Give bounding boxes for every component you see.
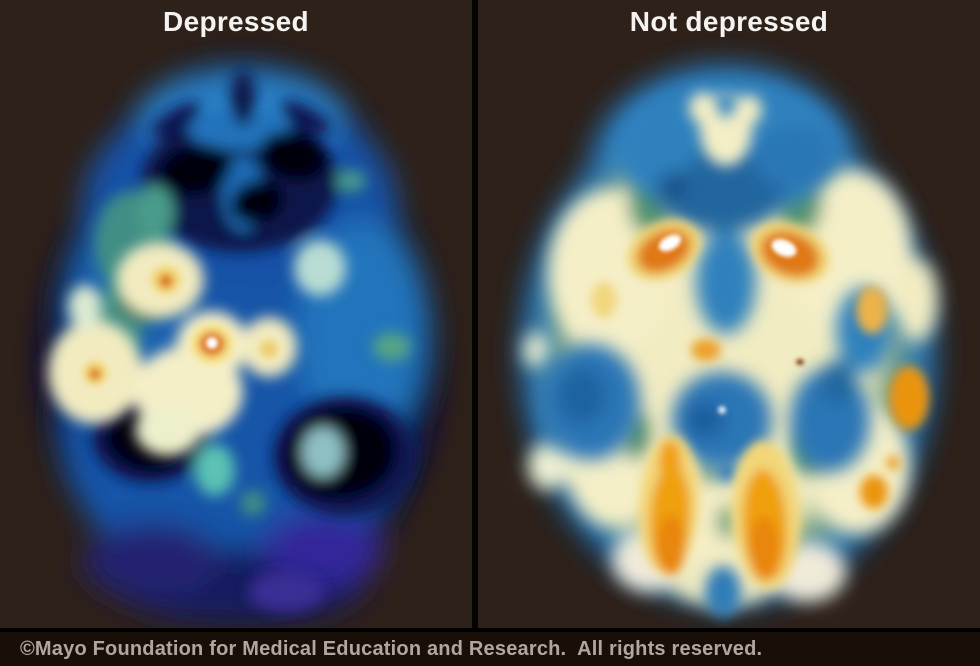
panel-depressed: Depressed <box>0 0 472 628</box>
pet-scan-depressed-brain <box>40 58 440 624</box>
panel-divider <box>472 0 478 628</box>
panel-title-depressed: Depressed <box>163 6 309 37</box>
panel-title-not-depressed: Not depressed <box>629 6 829 37</box>
pet-scan-not-depressed-brain <box>516 62 940 618</box>
scan-panels: Depressed <box>0 0 980 628</box>
panel-not-depressed: Not depressed <box>478 0 980 628</box>
copyright-bar: ©Mayo Foundation for Medical Education a… <box>0 628 980 666</box>
copyright-text: ©Mayo Foundation for Medical Education a… <box>20 637 763 660</box>
